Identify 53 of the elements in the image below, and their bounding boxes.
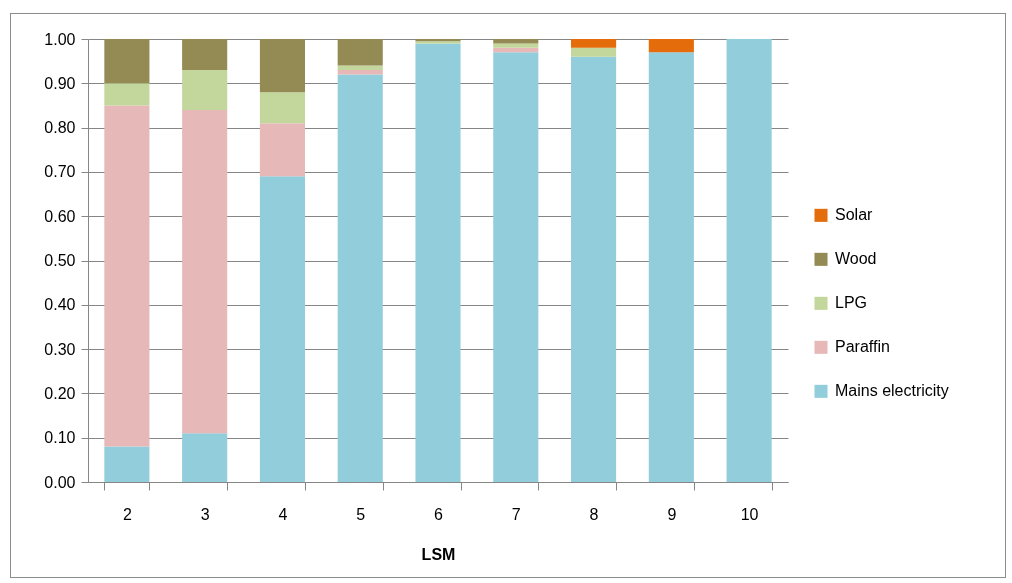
x-tick-label: 10 bbox=[740, 505, 759, 523]
x-tick-label: 2 bbox=[122, 505, 132, 523]
bar bbox=[259, 176, 305, 482]
x-tick-label: 8 bbox=[589, 505, 599, 523]
y-tick-label: 0.90 bbox=[44, 74, 76, 92]
bar bbox=[182, 109, 228, 434]
bar bbox=[259, 92, 305, 124]
bar bbox=[493, 47, 539, 53]
bar bbox=[493, 43, 539, 48]
y-tick-label: 0.30 bbox=[44, 340, 76, 358]
legend-label: LPG bbox=[835, 294, 868, 312]
bar bbox=[415, 43, 461, 482]
bar bbox=[726, 39, 772, 482]
bar bbox=[104, 446, 150, 482]
y-tick-label: 0.70 bbox=[44, 163, 76, 181]
bar bbox=[648, 52, 694, 482]
bar bbox=[182, 39, 228, 71]
bar bbox=[337, 39, 383, 66]
y-tick-label: 0.80 bbox=[44, 119, 76, 137]
legend-label: Mains electricity bbox=[835, 382, 949, 400]
legend-label: Wood bbox=[835, 250, 877, 268]
bar bbox=[571, 56, 617, 482]
legend-label: Paraffin bbox=[835, 338, 890, 356]
y-tick-label: 0.00 bbox=[44, 473, 76, 491]
bar bbox=[337, 74, 383, 482]
y-tick-label: 1.00 bbox=[44, 30, 76, 48]
x-tick-label: 3 bbox=[200, 505, 210, 523]
bar bbox=[337, 65, 383, 71]
bar bbox=[104, 83, 150, 106]
bar bbox=[182, 433, 228, 482]
bar bbox=[571, 39, 617, 48]
bar bbox=[571, 47, 617, 57]
x-tick-label: 9 bbox=[667, 505, 677, 523]
x-tick-label: 4 bbox=[278, 505, 288, 523]
bar bbox=[493, 52, 539, 482]
x-tick-label: 5 bbox=[356, 505, 366, 523]
x-axis-title: LSM bbox=[421, 545, 456, 563]
y-tick-label: 0.10 bbox=[44, 429, 76, 447]
y-tick-label: 0.40 bbox=[44, 296, 76, 314]
legend-label: Solar bbox=[835, 206, 874, 224]
bar bbox=[104, 105, 150, 447]
bar bbox=[493, 39, 539, 44]
bar bbox=[259, 39, 305, 93]
bar bbox=[337, 70, 383, 75]
y-tick-label: 0.20 bbox=[44, 384, 76, 402]
x-tick-label: 6 bbox=[434, 505, 444, 523]
bar bbox=[648, 39, 694, 53]
bar bbox=[259, 123, 305, 177]
bar bbox=[104, 39, 150, 84]
y-tick-label: 0.50 bbox=[44, 252, 76, 269]
y-tick-label: 0.60 bbox=[44, 207, 76, 225]
x-tick-label: 7 bbox=[511, 505, 521, 523]
bar bbox=[182, 70, 228, 110]
